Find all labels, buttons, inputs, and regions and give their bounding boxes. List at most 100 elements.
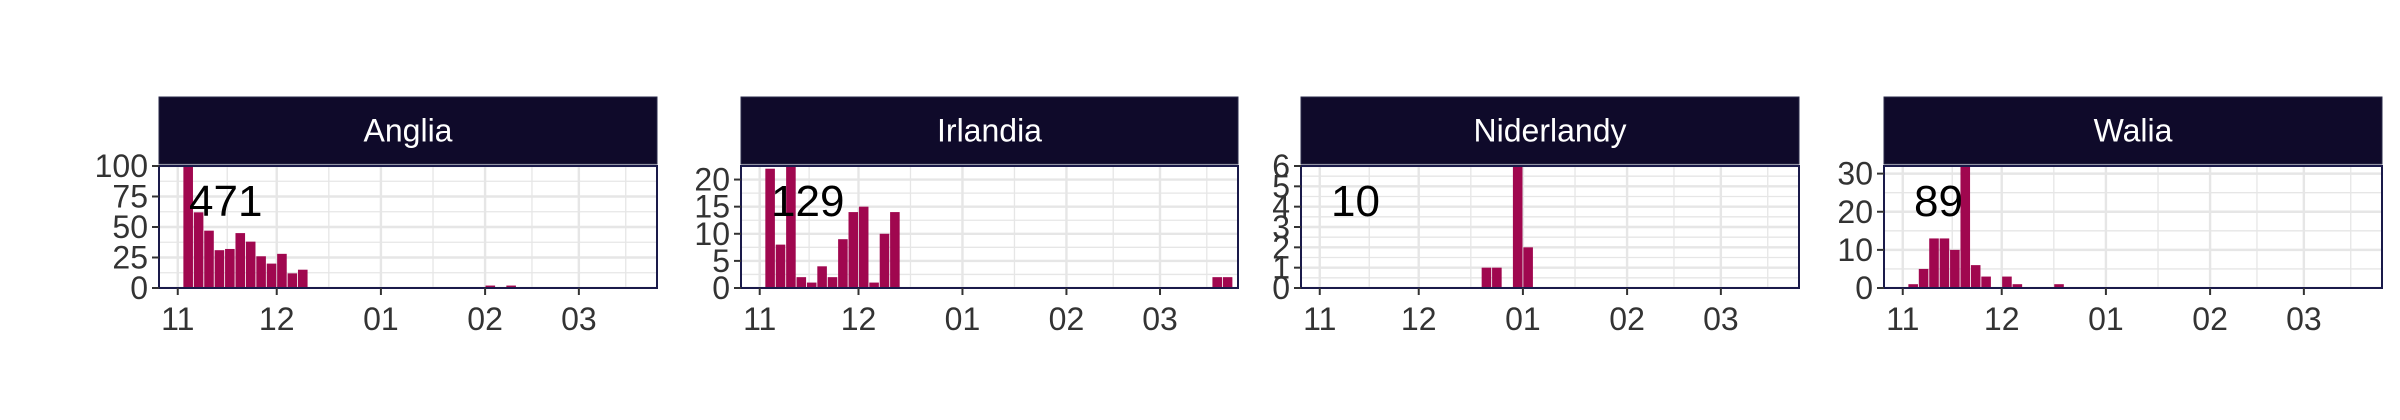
bar (287, 273, 298, 288)
y-tick-label: 0 (130, 270, 148, 306)
bar (225, 248, 235, 288)
y-tick-label: 4 (1272, 189, 1290, 225)
bar (817, 266, 827, 288)
bar (266, 263, 277, 288)
bar (1970, 265, 1981, 288)
bar (1950, 249, 1960, 288)
facet-strip (740, 96, 1239, 165)
x-tick-label: 11 (743, 301, 776, 337)
bar (277, 253, 287, 288)
total-count-label: 10 (1331, 177, 1380, 226)
bar (1929, 238, 1939, 288)
x-tick-label: 12 (841, 301, 877, 337)
bar (869, 282, 879, 288)
bar (2002, 276, 2012, 288)
x-tick-label: 03 (1142, 301, 1178, 337)
bar (193, 212, 204, 288)
facet-strip-label: Walia (2094, 113, 2173, 149)
bar (1492, 267, 1502, 288)
y-tick-label: 25 (112, 240, 148, 276)
bar (2012, 284, 2023, 288)
x-tick-label: 11 (1303, 301, 1336, 337)
facet-strip-label: Anglia (364, 113, 453, 149)
bar (1908, 284, 1918, 288)
y-tick-label: 75 (112, 179, 148, 215)
y-tick-label: 3 (1272, 209, 1290, 245)
x-tick-label: 03 (1703, 301, 1739, 337)
y-tick-label: 5 (1272, 168, 1290, 204)
y-tick-label: 1 (1272, 250, 1290, 286)
facet-strip (1300, 96, 1800, 165)
bar (775, 244, 786, 288)
x-tick-label: 02 (467, 301, 503, 337)
total-count-label: 471 (189, 177, 262, 226)
x-tick-label: 03 (2286, 301, 2322, 337)
bar (1918, 268, 1929, 288)
total-count-label: 89 (1914, 177, 1963, 226)
panel-border (740, 165, 1239, 289)
facet-strip-label: Niderlandy (1474, 113, 1627, 149)
bar (214, 250, 225, 288)
bar (879, 233, 890, 288)
y-tick-label: 50 (112, 209, 148, 245)
y-tick-label: 0 (1272, 270, 1290, 306)
bar (890, 212, 900, 288)
facet-strip (158, 96, 658, 165)
x-tick-label: 01 (363, 301, 399, 337)
y-tick-label: 100 (95, 148, 148, 184)
x-tick-label: 01 (945, 301, 981, 337)
x-tick-label: 12 (1984, 301, 2020, 337)
bar (838, 239, 848, 288)
x-tick-label: 01 (1505, 301, 1541, 337)
y-tick-label: 30 (1837, 156, 1873, 192)
x-tick-label: 01 (2088, 301, 2124, 337)
x-tick-label: 02 (1609, 301, 1645, 337)
y-tick-label: 10 (1837, 232, 1873, 268)
facet-strip-label: Irlandia (937, 113, 1042, 149)
bar (848, 212, 859, 288)
bar (806, 282, 817, 288)
bar (485, 285, 496, 288)
y-tick-label: 20 (694, 162, 730, 198)
y-tick-label: 15 (694, 189, 730, 225)
bar (256, 256, 266, 288)
x-tick-label: 12 (259, 301, 295, 337)
bar (1222, 277, 1233, 288)
bar (1981, 276, 1991, 288)
plot-area (1301, 166, 1799, 288)
bar (245, 241, 256, 288)
y-tick-label: 20 (1837, 194, 1873, 230)
y-tick-label: 5 (712, 243, 730, 279)
bar (765, 168, 775, 288)
bar (2054, 284, 2064, 288)
bar (858, 206, 869, 288)
bar (1939, 238, 1950, 288)
plot-area (159, 166, 657, 288)
x-tick-label: 02 (2192, 301, 2228, 337)
bar (1512, 166, 1523, 288)
total-count-label: 129 (771, 177, 844, 226)
bar (506, 285, 516, 288)
bar (204, 230, 214, 288)
y-tick-label: 2 (1272, 229, 1290, 265)
bar (1212, 277, 1222, 288)
bar (796, 277, 807, 288)
bar (1481, 267, 1492, 288)
y-tick-label: 6 (1272, 148, 1290, 184)
x-tick-label: 02 (1049, 301, 1085, 337)
bar (183, 166, 193, 288)
bar (1960, 166, 1971, 288)
plot-area (741, 166, 1238, 288)
bar (827, 277, 838, 288)
x-tick-label: 11 (161, 301, 194, 337)
bar (1523, 247, 1533, 288)
y-tick-label: 0 (712, 270, 730, 306)
x-tick-label: 12 (1401, 301, 1437, 337)
bar (786, 166, 796, 288)
y-tick-label: 0 (1855, 270, 1873, 306)
